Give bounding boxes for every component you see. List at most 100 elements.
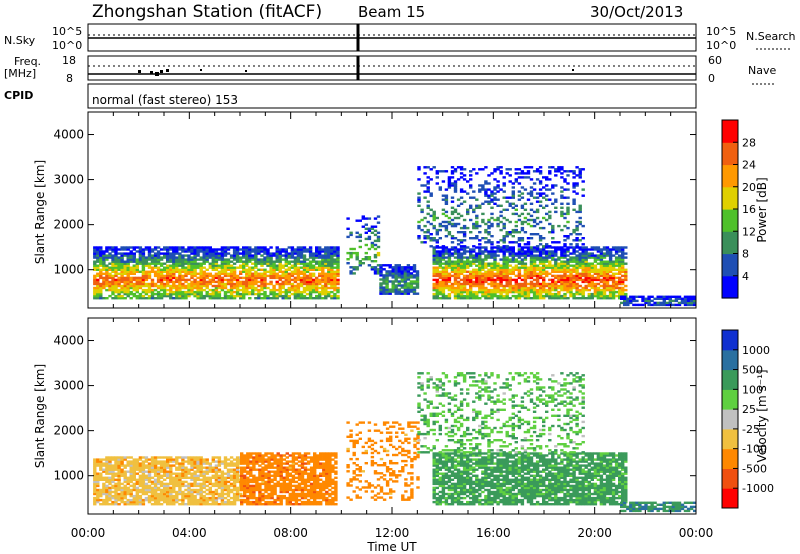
power-echo-cell bbox=[496, 266, 500, 269]
power-echo-cell bbox=[502, 297, 506, 300]
power-echo-cell bbox=[257, 292, 261, 296]
power-echo-cell bbox=[514, 258, 518, 261]
power-echo-cell bbox=[526, 272, 531, 275]
power-echo-cell bbox=[223, 290, 228, 294]
power-echo-cell bbox=[478, 231, 482, 234]
power-echo-cell bbox=[181, 276, 185, 280]
power-echo-cell bbox=[305, 250, 310, 253]
power-echo-cell bbox=[135, 258, 139, 261]
power-echo-cell bbox=[475, 224, 479, 228]
power-echo-cell bbox=[472, 248, 476, 251]
power-echo-cell bbox=[502, 268, 506, 271]
velocity-echo-cell bbox=[199, 488, 203, 492]
power-echo-cell bbox=[296, 254, 301, 257]
velocity-echo-cell bbox=[196, 456, 200, 459]
power-echo-cell bbox=[156, 290, 161, 294]
power-echo-cell bbox=[120, 288, 124, 292]
power-echo-cell bbox=[602, 294, 607, 298]
velocity-echo-cell bbox=[226, 484, 231, 488]
velocity-echo-cell bbox=[223, 472, 228, 475]
power-echo-cell bbox=[114, 288, 118, 292]
power-echo-cell bbox=[181, 268, 185, 271]
velocity-echo-cell bbox=[190, 482, 194, 486]
velocity-echo-cell bbox=[199, 482, 203, 486]
power-echo-cell bbox=[535, 256, 540, 259]
velocity-echo-cell bbox=[166, 462, 170, 465]
power-echo-cell bbox=[668, 299, 672, 303]
power-echo-cell bbox=[120, 252, 124, 255]
power-echo-cell bbox=[153, 272, 158, 275]
velocity-echo-cell bbox=[202, 486, 206, 490]
power-echo-cell bbox=[605, 252, 610, 255]
power-echo-cell bbox=[572, 278, 576, 282]
power-echo-cell bbox=[453, 280, 458, 284]
power-echo-cell bbox=[505, 256, 509, 259]
velocity-echo-cell bbox=[187, 458, 191, 461]
power-echo-cell bbox=[144, 248, 149, 251]
power-echo-cell bbox=[147, 274, 152, 278]
power-echo-cell bbox=[245, 290, 249, 294]
power-echo-cell bbox=[611, 282, 616, 286]
power-echo-cell bbox=[327, 294, 331, 298]
power-echo-cell bbox=[581, 286, 585, 290]
power-echo-cell bbox=[111, 292, 115, 296]
velocity-echo-cell bbox=[141, 480, 146, 484]
power-echo-cell bbox=[520, 222, 525, 226]
power-echo-cell bbox=[202, 280, 206, 284]
power-echo-cell bbox=[596, 288, 601, 292]
velocity-echo-cell bbox=[138, 466, 143, 469]
power-echo-cell bbox=[499, 204, 503, 207]
power-echo-cell bbox=[466, 250, 470, 253]
velocity-echo-cell bbox=[129, 503, 133, 506]
velocity-echo-cell bbox=[214, 476, 219, 479]
power-echo-cell bbox=[517, 248, 522, 251]
power-echo-cell bbox=[502, 256, 506, 259]
velocity-echo-cell bbox=[144, 492, 149, 496]
power-echo-cell bbox=[469, 248, 473, 251]
power-echo-cell bbox=[147, 248, 152, 251]
velocity-echo-cell bbox=[135, 468, 139, 471]
power-echo-cell bbox=[315, 284, 319, 288]
power-echo-cell bbox=[441, 248, 446, 251]
power-echo-cell bbox=[438, 297, 442, 300]
power-echo-cell bbox=[575, 260, 579, 263]
velocity-echo-cell bbox=[220, 492, 225, 496]
power-echo-cell bbox=[196, 290, 200, 294]
velocity-echo-cell bbox=[108, 466, 112, 469]
power-echo-cell bbox=[202, 256, 206, 259]
velocity-echo-cell bbox=[172, 458, 176, 461]
power-echo-cell bbox=[376, 231, 381, 234]
velocity-echo-cell bbox=[217, 476, 222, 479]
power-echo-cell bbox=[529, 208, 534, 211]
velocity-echo-cell bbox=[117, 458, 121, 461]
power-echo-cell bbox=[281, 266, 285, 269]
power-echo-cell bbox=[159, 258, 164, 261]
power-echo-cell bbox=[496, 224, 500, 228]
power-echo-cell bbox=[327, 276, 331, 280]
power-echo-cell bbox=[542, 176, 546, 179]
power-echo-cell bbox=[299, 250, 304, 253]
power-echo-cell bbox=[299, 266, 304, 269]
power-echo-cell bbox=[484, 288, 488, 292]
power-echo-cell bbox=[557, 278, 561, 282]
power-echo-cell bbox=[327, 246, 331, 249]
velocity-echo-cell bbox=[175, 474, 179, 477]
power-echo-cell bbox=[502, 270, 506, 273]
power-echo-cell bbox=[385, 280, 389, 283]
power-echo-cell bbox=[166, 268, 170, 271]
power-echo-cell bbox=[108, 294, 112, 298]
power-echo-cell bbox=[117, 290, 121, 294]
power-echo-cell bbox=[538, 292, 543, 296]
velocity-echo-cell bbox=[138, 494, 143, 498]
velocity-echo-cell bbox=[123, 486, 127, 490]
power-echo-cell bbox=[235, 286, 240, 290]
power-echo-cell bbox=[166, 252, 170, 255]
power-echo-cell bbox=[324, 252, 328, 255]
power-echo-cell bbox=[605, 254, 610, 257]
velocity-echo-cell bbox=[214, 503, 219, 506]
power-echo-cell bbox=[462, 231, 467, 234]
power-echo-cell bbox=[417, 226, 421, 230]
power-echo-cell bbox=[578, 172, 582, 175]
power-echo-cell bbox=[367, 264, 372, 267]
power-echo-cell bbox=[441, 208, 446, 211]
